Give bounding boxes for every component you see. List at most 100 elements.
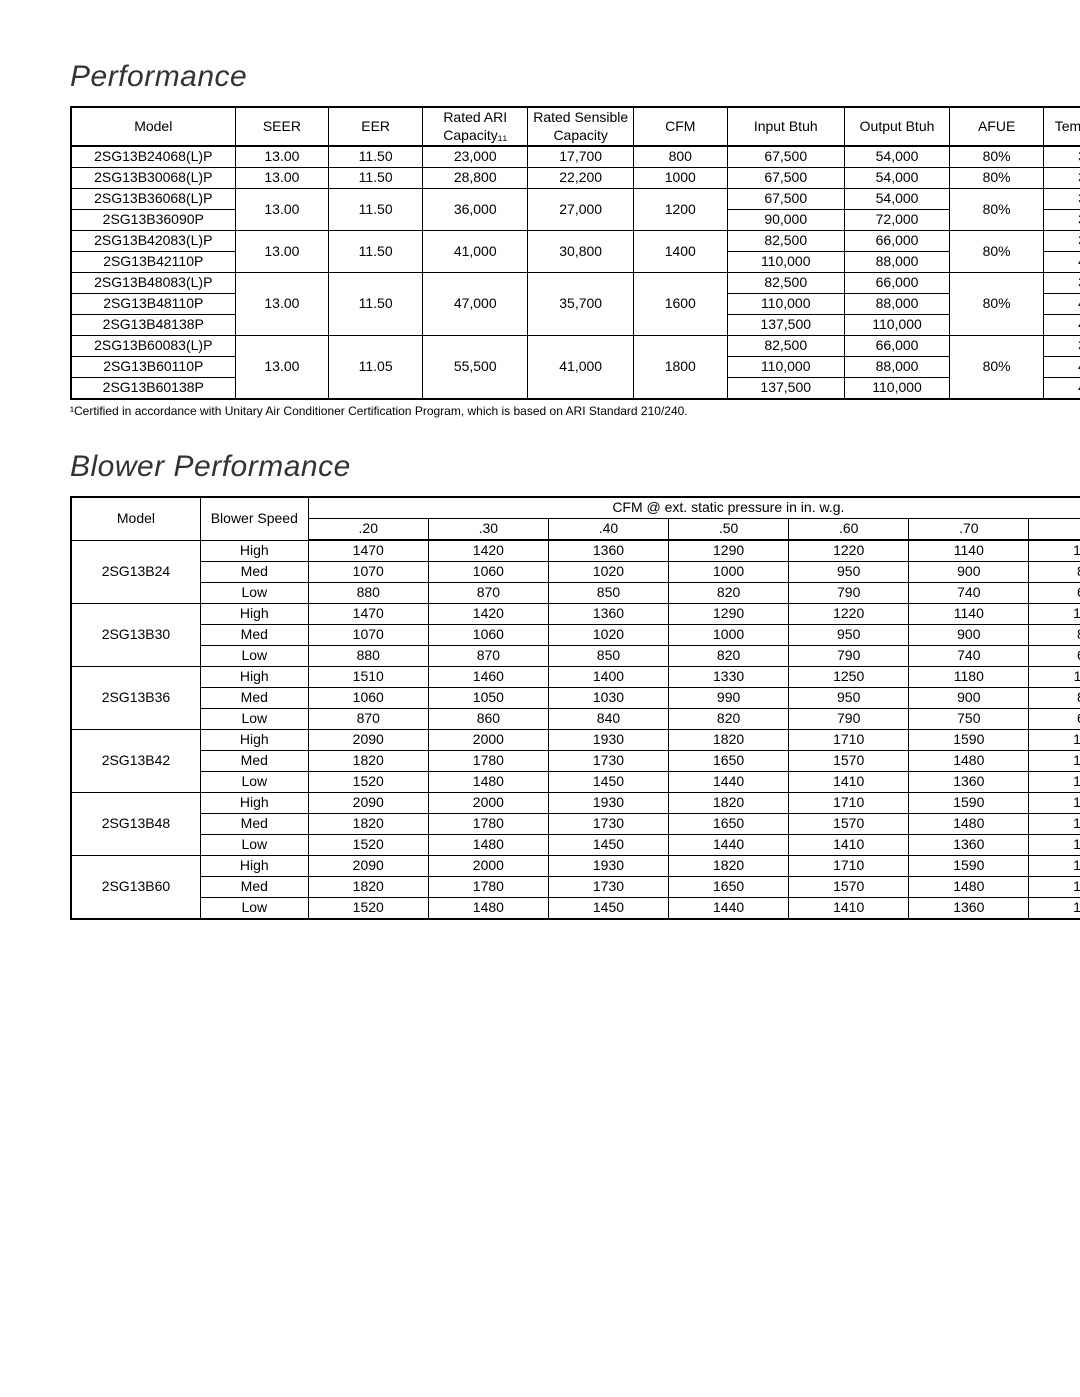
table-cell: 1330 (669, 667, 789, 688)
speed-cell: Low (200, 709, 308, 730)
table-row: Med1820178017301650157014801370 (71, 751, 1080, 772)
speed-cell: Low (200, 772, 308, 793)
table-cell: 1260 (1029, 772, 1080, 793)
table-cell: 1480 (1029, 730, 1080, 751)
table-cell: 90,000 (727, 210, 844, 231)
table-cell: 1370 (1029, 814, 1080, 835)
table-cell: 950 (789, 688, 909, 709)
blower-table: Model Blower Speed CFM @ ext. static pre… (70, 496, 1080, 920)
model-cell: 2SG13B48 (71, 793, 200, 856)
table-cell: 30,800 (528, 231, 633, 273)
table-row: 2SG13B48High2090200019301820171015901480 (71, 793, 1080, 814)
col-model: Model (71, 107, 235, 146)
table-cell: 1520 (308, 898, 428, 920)
table-cell: 2SG13B48138P (71, 315, 235, 336)
table-cell: 1650 (669, 877, 789, 898)
table-cell: 1220 (789, 540, 909, 562)
col-temp-rise: Temp. Rise F (1044, 107, 1080, 146)
table-cell: 1780 (428, 877, 548, 898)
table-cell: 41,000 (423, 231, 528, 273)
table-cell: 35-65 (1044, 146, 1080, 168)
table-cell: 1480 (428, 772, 548, 793)
speed-cell: Med (200, 814, 308, 835)
col-pressure: .80 (1029, 519, 1080, 541)
performance-section: Performance Model SEER EER Rated ARI Cap… (70, 60, 1080, 418)
model-cell: 2SG13B30 (71, 604, 200, 667)
table-cell: 1260 (1029, 835, 1080, 856)
table-cell: 1000 (669, 625, 789, 646)
table-cell: 28,800 (423, 168, 528, 189)
table-cell: 1260 (1029, 898, 1080, 920)
table-cell: 1180 (909, 667, 1029, 688)
table-cell: 27,000 (528, 189, 633, 231)
table-row: Med1070106010201000950900830 (71, 625, 1080, 646)
table-row: Low880870850820790740690 (71, 646, 1080, 667)
table-cell: 1050 (1029, 540, 1080, 562)
col-afue: AFUE (950, 107, 1044, 146)
col-model: Model (71, 497, 200, 540)
table-cell: 2SG13B48083(L)P (71, 273, 235, 294)
table-cell: 790 (789, 646, 909, 667)
table-cell: 11.50 (329, 146, 423, 168)
table-cell: 1470 (308, 540, 428, 562)
table-cell: 17,700 (528, 146, 633, 168)
col-cfm: CFM (633, 107, 727, 146)
performance-title: Performance (70, 60, 1080, 94)
col-pressure: .60 (789, 519, 909, 541)
table-cell: 1520 (308, 772, 428, 793)
table-cell: 1590 (909, 793, 1029, 814)
table-cell: 47,000 (423, 273, 528, 336)
table-row: 2SG13B60083(L)P13.0011.0555,50041,000180… (71, 336, 1080, 357)
table-cell: 2SG13B30068(L)P (71, 168, 235, 189)
table-cell: 13.00 (235, 189, 329, 231)
col-pressure: .40 (548, 519, 668, 541)
table-cell: 1450 (548, 898, 668, 920)
speed-cell: Low (200, 835, 308, 856)
table-cell: 1730 (548, 877, 668, 898)
table-cell: 1200 (633, 189, 727, 231)
table-cell: 800 (633, 146, 727, 168)
table-row: Low1520148014501440141013601260 (71, 772, 1080, 793)
table-cell: 30-60 (1044, 231, 1080, 252)
table-cell: 13.00 (235, 231, 329, 273)
table-cell: 13.00 (235, 273, 329, 336)
table-cell: 830 (1029, 625, 1080, 646)
table-cell: 2090 (308, 793, 428, 814)
table-cell: 88,000 (844, 357, 949, 378)
table-cell: 830 (1029, 562, 1080, 583)
table-cell: 66,000 (844, 273, 949, 294)
table-cell: 35-65 (1044, 189, 1080, 210)
table-cell: 880 (308, 646, 428, 667)
col-cfm-label: CFM @ ext. static pressure in in. w.g. (308, 497, 1080, 519)
speed-cell: High (200, 793, 308, 814)
table-cell: 80% (950, 273, 1044, 336)
table-cell: 1370 (1029, 877, 1080, 898)
table-cell: 1070 (308, 562, 428, 583)
table-cell: 1450 (548, 772, 668, 793)
table-row: Med106010501030990950900850 (71, 688, 1080, 709)
table-cell: 1710 (789, 730, 909, 751)
col-pressure: .50 (669, 519, 789, 541)
table-cell: 820 (669, 583, 789, 604)
table-cell: 840 (548, 709, 668, 730)
table-cell: 950 (789, 625, 909, 646)
table-row: 2SG13B24High1470142013601290122011401050 (71, 540, 1080, 562)
table-cell: 1060 (428, 562, 548, 583)
model-cell: 2SG13B24 (71, 540, 200, 604)
table-row: 2SG13B30068(L)P13.0011.5028,80022,200100… (71, 168, 1080, 189)
table-cell: 1800 (633, 336, 727, 400)
table-cell: 1140 (909, 540, 1029, 562)
table-row: 2SG13B48083(L)P13.0011.5047,00035,700160… (71, 273, 1080, 294)
table-cell: 11.50 (329, 273, 423, 336)
table-cell: 67,500 (727, 146, 844, 168)
table-cell: 1440 (669, 772, 789, 793)
table-row: Low1520148014501440141013601260 (71, 835, 1080, 856)
table-cell: 1710 (789, 856, 909, 877)
speed-cell: Med (200, 877, 308, 898)
table-cell: 1480 (1029, 793, 1080, 814)
table-cell: 13.00 (235, 168, 329, 189)
table-cell: 2SG13B42083(L)P (71, 231, 235, 252)
table-cell: 1570 (789, 814, 909, 835)
table-cell: 88,000 (844, 294, 949, 315)
table-cell: 1140 (909, 604, 1029, 625)
